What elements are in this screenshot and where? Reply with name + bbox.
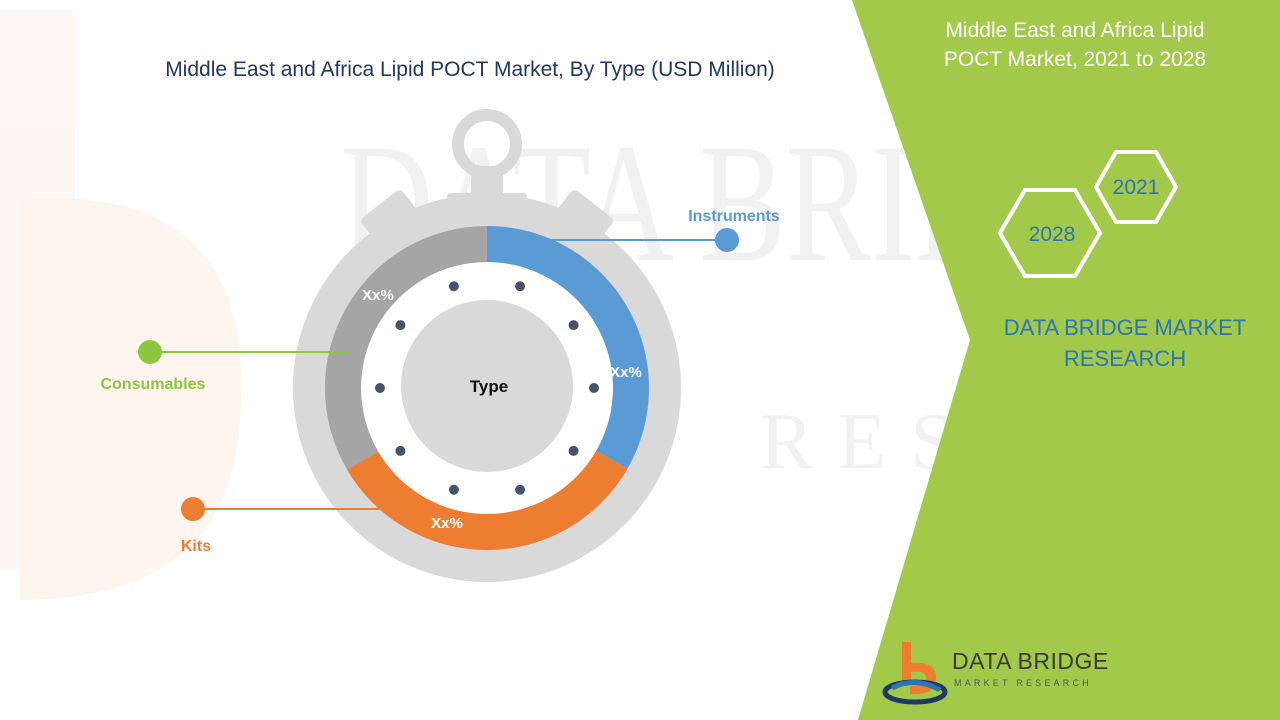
hexagon-2028 — [997, 188, 1103, 278]
consumables-value-label: Xx% — [362, 287, 394, 304]
tick-dot — [589, 383, 599, 393]
kits-value-label: Xx% — [431, 515, 463, 532]
instruments-value-label: Xx% — [610, 364, 642, 381]
slice-kits — [347, 450, 628, 550]
brand-line-1: DATA BRIDGE MARKET — [1003, 315, 1247, 340]
side-panel-title: Middle East and Africa Lipid POCT Market… — [900, 16, 1250, 74]
logo-name: DATA BRIDGE — [952, 648, 1109, 674]
center-disc — [401, 300, 573, 472]
hex-year-2028: 2028 — [1029, 223, 1076, 246]
center-label: Type — [470, 377, 508, 396]
tick-dot — [568, 320, 579, 331]
tick-dot — [515, 281, 526, 292]
tick-dot — [395, 445, 406, 456]
tick-dot — [448, 484, 459, 495]
data-bridge-logo: DATA BRIDGE MARKET RESEARCH — [880, 638, 1120, 708]
hexagon-2021 — [1093, 150, 1179, 224]
logo-tagline: MARKET RESEARCH — [954, 678, 1092, 688]
slice-instruments — [487, 226, 649, 469]
year-hexagons: 2021 2028 — [997, 150, 1179, 278]
instruments-label: Instruments — [688, 208, 780, 225]
tick-dot — [448, 281, 459, 292]
consumables-marker — [138, 340, 162, 364]
brand-line-2: RESEARCH — [1063, 346, 1187, 371]
tick-dot — [515, 484, 526, 495]
logo-mark-icon — [882, 642, 948, 705]
stopwatch-stem — [471, 166, 503, 200]
consumables-label: Consumables — [101, 376, 206, 393]
stopwatch-ring — [452, 109, 522, 179]
instruments-marker — [715, 228, 739, 252]
kits-marker — [181, 497, 205, 521]
brand-text: DATA BRIDGE MARKET RESEARCH — [985, 312, 1265, 374]
side-title-line-1: Middle East and Africa Lipid — [945, 19, 1205, 42]
chart-title: Middle East and Africa Lipid POCT Market… — [165, 58, 775, 81]
hex-year-2021: 2021 — [1113, 176, 1160, 199]
donut-slices — [324, 226, 649, 550]
tick-dots — [375, 281, 599, 495]
tick-dot — [395, 320, 406, 331]
slice-consumables — [324, 226, 487, 470]
tick-dot — [375, 383, 385, 393]
side-title-line-2: POCT Market, 2021 to 2028 — [943, 48, 1207, 71]
tick-dot — [568, 445, 579, 456]
kits-label: Kits — [181, 538, 211, 555]
